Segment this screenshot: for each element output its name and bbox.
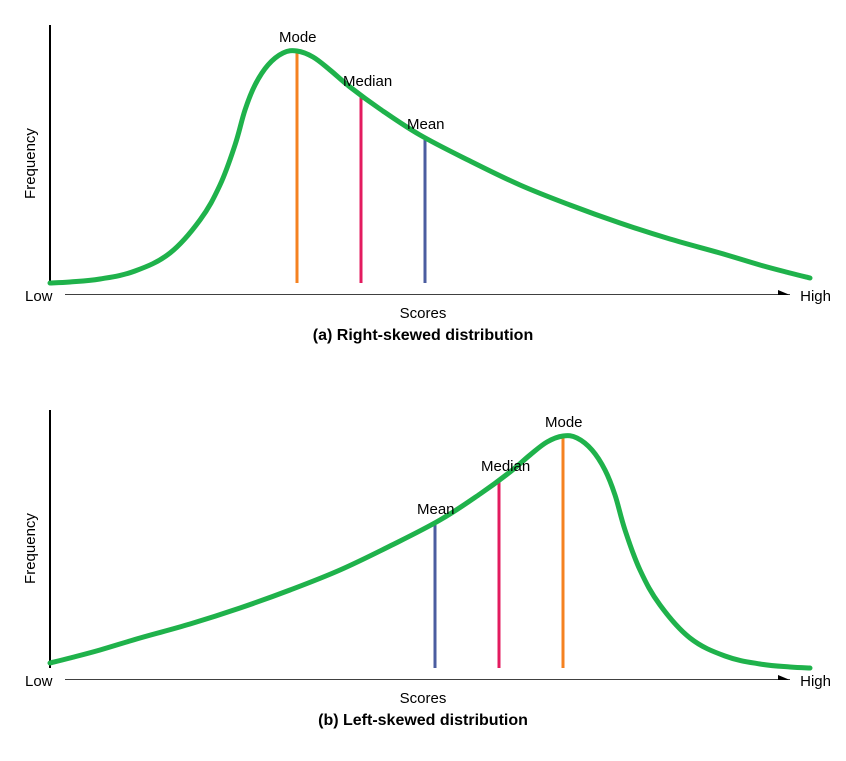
distribution-curve bbox=[50, 51, 810, 283]
chart-caption: (b) Left-skewed distribution bbox=[15, 712, 831, 730]
x-axis-label: Scores bbox=[15, 305, 831, 322]
chart-caption: (a) Right-skewed distribution bbox=[15, 327, 831, 345]
median-label: Median bbox=[481, 458, 530, 475]
mode-label: Mode bbox=[279, 29, 317, 46]
median-label: Median bbox=[343, 73, 392, 90]
x-axis-label: Scores bbox=[15, 690, 831, 707]
chart-left-skewed: Frequency Low High Scores (b) Left-skewe… bbox=[15, 400, 831, 730]
chart-svg bbox=[15, 15, 831, 295]
x-high-label: High bbox=[800, 288, 831, 305]
y-axis-label: Frequency bbox=[22, 513, 39, 584]
mean-label: Mean bbox=[407, 116, 445, 133]
x-low-label: Low bbox=[25, 288, 53, 305]
distribution-curve bbox=[50, 436, 810, 668]
page: Frequency Low High Scores (a) Right-skew… bbox=[0, 0, 846, 761]
chart-right-skewed: Frequency Low High Scores (a) Right-skew… bbox=[15, 15, 831, 345]
x-high-label: High bbox=[800, 673, 831, 690]
chart-svg bbox=[15, 400, 831, 680]
mean-label: Mean bbox=[417, 501, 455, 518]
x-low-label: Low bbox=[25, 673, 53, 690]
y-axis-label: Frequency bbox=[22, 128, 39, 199]
mode-label: Mode bbox=[545, 414, 583, 431]
